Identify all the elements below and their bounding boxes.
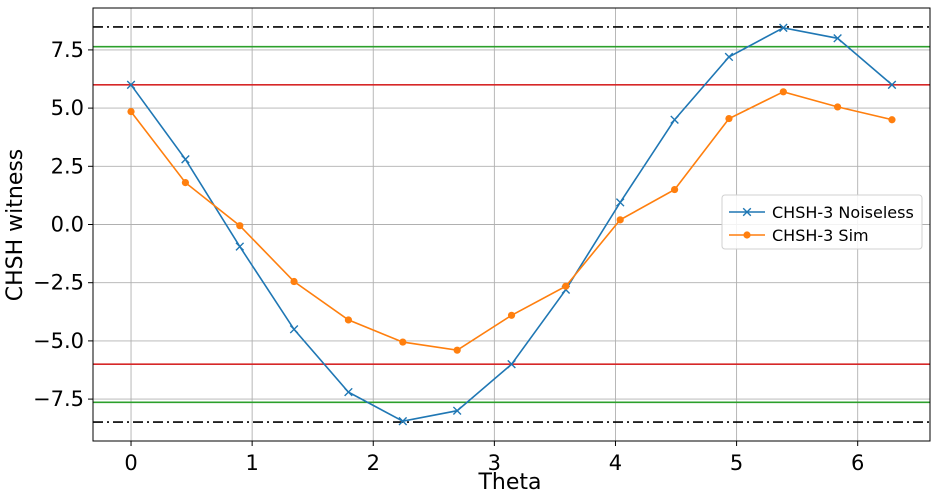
series-group [126, 23, 897, 426]
x-tick-label: 3 [488, 451, 501, 475]
x-axis-label: Theta [477, 470, 541, 495]
data-point [452, 406, 462, 416]
y-tick-label: −7.5 [33, 387, 84, 411]
data-point [289, 324, 299, 334]
legend-swatch-marker [743, 231, 751, 239]
data-point [453, 346, 461, 354]
data-point [616, 216, 624, 224]
data-point [562, 282, 570, 290]
x-tick-label: 5 [730, 451, 743, 475]
legend: CHSH-3 Noiseless CHSH-3 Sim [721, 194, 923, 250]
series-group [127, 88, 896, 354]
x-tick-label: 6 [851, 451, 864, 475]
series-layer [126, 23, 897, 426]
data-point [833, 33, 842, 43]
y-tick-label: 5.0 [51, 96, 84, 120]
data-point [235, 242, 245, 251]
data-point [779, 23, 788, 33]
data-point [126, 80, 136, 90]
y-tick-label: 2.5 [51, 154, 84, 178]
legend-swatch-marker [742, 207, 752, 217]
data-point [290, 277, 298, 286]
data-point [398, 416, 408, 426]
data-point [344, 316, 353, 324]
x-tick-label: 2 [367, 451, 380, 475]
data-point [127, 107, 135, 116]
data-point [779, 88, 787, 96]
x-axis-ticks: 0 1 2 3 4 5 6 [124, 441, 864, 475]
data-point [507, 311, 516, 319]
data-point [181, 155, 190, 164]
legend-label: CHSH-3 Sim [772, 226, 869, 245]
x-tick-label: 1 [245, 451, 258, 475]
x-tick-label: 0 [124, 451, 137, 475]
data-point [724, 52, 734, 62]
data-point [507, 359, 516, 369]
legend-box [721, 194, 923, 250]
data-point [670, 185, 679, 194]
data-point [236, 222, 244, 230]
data-point [888, 116, 896, 124]
data-point [725, 114, 733, 123]
data-point [344, 387, 353, 397]
y-tick-label: 7.5 [51, 38, 84, 62]
y-tick-label: −5.0 [33, 329, 84, 353]
data-point [399, 338, 407, 346]
data-point [615, 198, 625, 207]
x-tick-label: 4 [609, 451, 622, 475]
legend-label: CHSH-3 Noiseless [772, 203, 914, 222]
data-point [670, 115, 679, 125]
data-point [887, 80, 897, 90]
y-axis-ticks: −7.5 −5.0 −2.5 0.0 2.5 5.0 7.5 [33, 38, 93, 411]
y-axis-label: CHSH witness [3, 149, 28, 302]
y-tick-label: 0.0 [51, 213, 84, 237]
data-point [181, 178, 190, 187]
data-point [833, 103, 842, 111]
y-tick-label: −2.5 [33, 271, 84, 295]
